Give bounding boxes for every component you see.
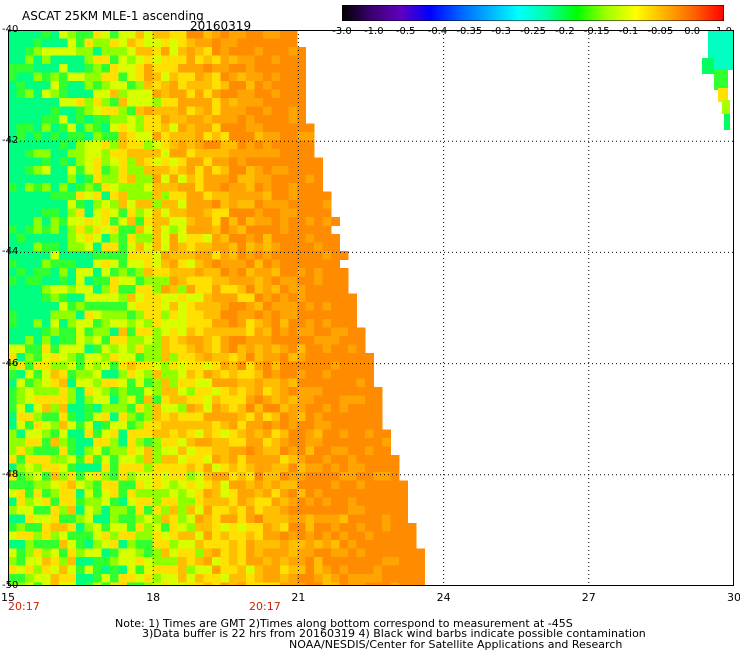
x-tick-label: 27 [581,591,596,604]
map-frame [8,30,734,586]
colorbar-label: -0.05 [647,26,674,37]
colorbar-label: -1.0 [364,26,384,37]
swath-cells [8,30,425,586]
product-date: 20160319 [190,19,252,33]
colorbar-label: 0.0 [684,26,701,37]
y-tick-label: -44 [2,246,19,258]
y-tick-label: -50 [2,580,19,591]
time-label-mid: 20:17 [249,600,281,613]
swath-patch-cell [702,58,714,74]
colorbar-gradient [342,5,724,21]
y-tick-label: -40 [2,24,19,35]
swath-patch-cell [724,114,730,130]
colorbar [342,5,724,21]
y-tick-label: -46 [2,357,19,369]
y-tick-label: -42 [2,135,19,147]
graticule [8,30,734,586]
swath-patch-cell [722,100,730,114]
swath-map [8,30,734,586]
note-line-3: NOAA/NESDIS/Center for Satellite Applica… [289,638,623,651]
colorbar-label: -0.1 [618,26,639,37]
note-line-2: 3)Data buffer is 22 hrs from 20160319 4)… [142,627,646,640]
colorbar-label: -0.3 [491,26,511,37]
colorbar-label: -0.2 [555,26,575,37]
colorbar-label: -0.15 [583,26,610,37]
x-tick-label: 30 [727,591,740,604]
time-label-left: 20:17 [8,600,40,613]
colorbar-label: -0.25 [520,26,546,37]
y-tick-label: -48 [2,468,19,480]
colorbar-label: -3.0 [332,26,352,37]
note-line-1: Note: 1) Times are GMT 2)Times along bot… [115,617,573,630]
colorbar-label: -0.35 [456,26,483,37]
x-tick-label: 18 [146,591,161,604]
product-title: ASCAT 25KM MLE-1 ascending [22,9,204,23]
colorbar-label: -0.5 [395,26,416,37]
x-tick-label: 21 [291,591,306,604]
swath-patch-cell [718,88,728,102]
swath-patch-cell [714,70,728,90]
x-tick-label: 24 [436,591,451,604]
x-tick-label: 15 [1,591,15,604]
colorbar-label: -0.4 [427,26,448,37]
